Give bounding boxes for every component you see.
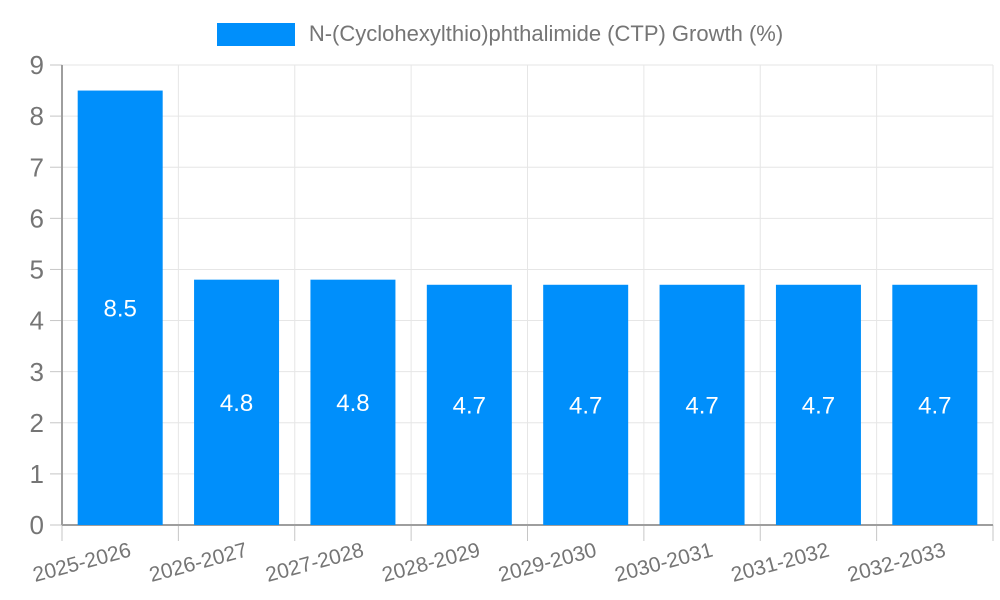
- y-tick-label: 0: [30, 510, 44, 540]
- y-tick-label: 3: [30, 357, 44, 387]
- bar[interactable]: [775, 284, 861, 525]
- bar-value-label: 4.8: [336, 390, 369, 417]
- y-tick-label: 2: [30, 408, 44, 438]
- y-tick-label: 7: [30, 152, 44, 182]
- bar-value-label: 8.5: [104, 295, 137, 322]
- bar-value-label: 4.7: [453, 393, 486, 420]
- bar[interactable]: [194, 279, 280, 525]
- bar-value-label: 4.7: [918, 393, 951, 420]
- bar[interactable]: [659, 284, 745, 525]
- bar-value-label: 4.8: [220, 390, 253, 417]
- bar[interactable]: [426, 284, 512, 525]
- bar[interactable]: [892, 284, 978, 525]
- bar[interactable]: [310, 279, 396, 525]
- y-tick-label: 1: [30, 459, 44, 489]
- y-tick-label: 8: [30, 101, 44, 131]
- chart-legend: N-(Cyclohexylthio)phthalimide (CTP) Grow…: [0, 20, 1000, 48]
- bar[interactable]: [543, 284, 629, 525]
- y-tick-label: 4: [30, 306, 44, 336]
- legend-label[interactable]: N-(Cyclohexylthio)phthalimide (CTP) Grow…: [308, 21, 784, 46]
- bar-value-label: 4.7: [802, 393, 835, 420]
- bar-value-label: 4.7: [685, 393, 718, 420]
- bar[interactable]: [77, 90, 163, 526]
- y-tick-label: 5: [30, 255, 44, 285]
- y-tick-label: 6: [30, 203, 44, 233]
- y-tick-label: 9: [30, 50, 44, 80]
- bar-value-label: 4.7: [569, 393, 602, 420]
- legend-swatch[interactable]: [216, 22, 295, 46]
